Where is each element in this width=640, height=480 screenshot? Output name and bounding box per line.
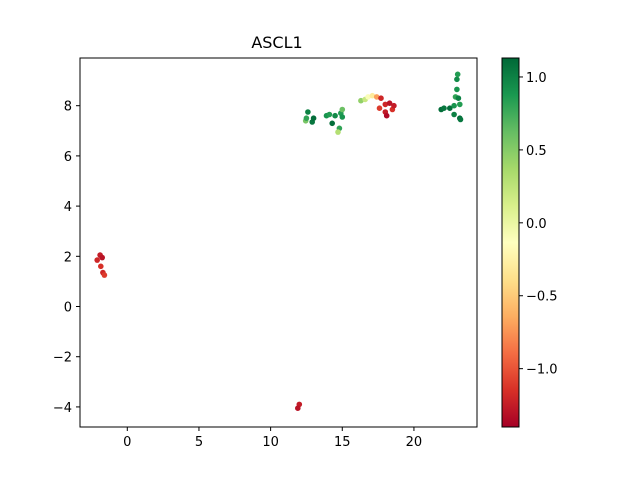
colorbar-tick-label: 0.5 [526,144,547,159]
data-point [454,86,460,93]
plot-frame [79,57,478,428]
y-tick-label: 6 [64,150,72,165]
colorbar: 1.0 0.5 0.0 −0.5 −1.0 [501,57,558,428]
data-point [376,105,383,111]
data-point [369,92,376,99]
data-point [339,106,346,113]
colorbar-tick-label: 1.0 [526,71,547,86]
data-point [382,101,389,108]
data-point [101,272,108,278]
axes-layer: 0 5 10 15 20 −4 −2 0 2 4 6 8 [53,57,478,450]
data-point [295,405,301,412]
data-point [454,76,460,83]
y-tick-label: −4 [53,401,72,416]
x-tick-label: 15 [334,435,351,450]
data-point [378,95,384,101]
data-point [329,120,336,127]
points-layer [94,71,464,412]
data-point [303,115,310,121]
data-point [457,101,463,108]
data-point [373,94,380,100]
colorbar-gradient [501,57,520,428]
y-tick-label: 4 [64,200,72,215]
data-point [339,114,346,120]
data-point [455,95,462,101]
data-point [391,102,397,109]
data-point [454,71,461,78]
data-point [94,257,100,263]
x-tick-label: 5 [195,435,203,450]
y-tick-label: 2 [64,250,72,265]
colorbar-tick-label: 0.0 [526,217,547,232]
data-point [99,254,105,261]
data-point [305,109,311,115]
x-tick-label: 10 [262,435,279,450]
data-point [335,129,341,135]
data-point [457,116,464,123]
data-point [383,112,390,119]
data-point [386,100,393,106]
data-point [441,105,447,111]
chart-title: ASCL1 [251,33,302,52]
x-tick-label: 20 [406,435,423,450]
data-point [451,111,457,118]
data-point [365,94,371,100]
data-point [98,263,104,270]
y-tick-label: 8 [64,100,72,115]
colorbar-tick-label: −0.5 [526,290,558,305]
data-point [310,115,317,121]
x-tick-label: 0 [123,435,131,450]
data-point [326,111,333,118]
colorbar-tick-label: −1.0 [526,363,558,378]
y-tick-label: −2 [53,351,72,366]
y-tick-label: 0 [64,301,72,316]
data-point [447,105,453,111]
data-point [358,97,364,104]
data-point [451,102,457,109]
data-point [332,112,338,119]
